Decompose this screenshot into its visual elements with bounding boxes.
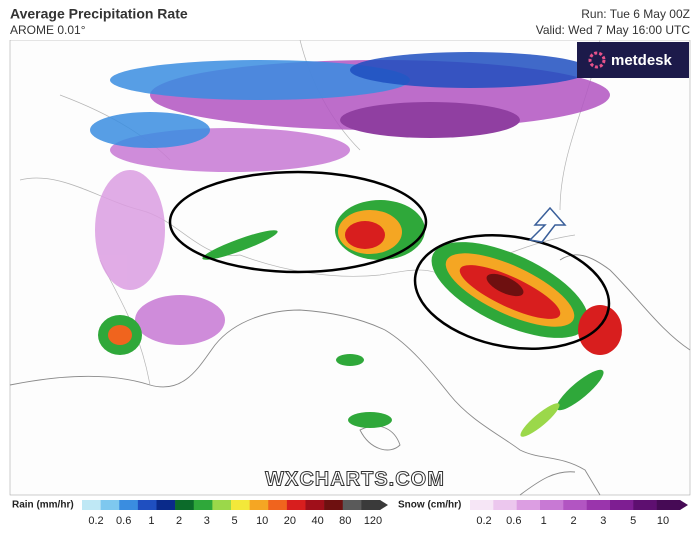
model: AROME 0.01° <box>10 23 86 37</box>
snow-color-cell <box>540 500 564 510</box>
watermark: WXCHARTS.COM <box>265 468 445 490</box>
logo-box <box>577 42 689 78</box>
rain-field <box>90 52 622 437</box>
rain-color-cell <box>342 500 362 510</box>
snow-color-cell <box>656 500 681 510</box>
snow-tick-label: 1 <box>541 515 547 527</box>
run: Run: Tue 6 May 00Z <box>581 7 690 21</box>
snow-tick-label: 0.6 <box>506 515 521 527</box>
rain-bar-arrow <box>380 500 388 510</box>
rain-tick-label: 10 <box>256 515 268 527</box>
rain-color-cell <box>231 500 250 510</box>
rain-tick-label: 0.6 <box>116 515 131 527</box>
rain-color-cell <box>100 500 120 510</box>
snow-color-cell <box>470 500 494 510</box>
highlight-ellipse <box>168 170 428 274</box>
rain-color-cell <box>175 500 195 510</box>
rain-color-cell <box>137 500 157 510</box>
snow-color-cell <box>563 500 587 510</box>
rain-tick-label: 1 <box>148 515 154 527</box>
logo: metdesk <box>611 52 673 69</box>
snow-tick-label: 3 <box>600 515 606 527</box>
rain-color-cell <box>361 500 381 510</box>
logo-icon <box>588 51 606 69</box>
arrow <box>528 206 567 243</box>
snow-bar-arrow <box>680 500 688 510</box>
rain-color-cell <box>82 500 101 510</box>
rain-color-cell <box>249 500 269 510</box>
snow-color-cell <box>516 500 541 510</box>
rain-tick-label: 2 <box>176 515 182 527</box>
snow-color-cell <box>493 500 517 510</box>
header-bar <box>0 0 700 40</box>
rain-tick-label: 20 <box>284 515 296 527</box>
map <box>9 39 691 496</box>
rain-tick-label: 40 <box>311 515 323 527</box>
snow-tick-label: 2 <box>570 515 576 527</box>
title: Average Precipitation Rate <box>10 6 188 22</box>
highlight-ellipse <box>413 233 611 351</box>
rain-color-cell <box>212 500 232 510</box>
rain-color-cell <box>119 500 139 510</box>
rain-color-cell <box>156 500 176 510</box>
snow-tick-label: 0.2 <box>476 515 491 527</box>
snow-color-cell <box>633 500 657 510</box>
snow-color-cell <box>610 500 634 510</box>
rain-tick-label: 3 <box>204 515 210 527</box>
coastline <box>9 309 601 496</box>
rain-color-cell <box>305 500 325 510</box>
coastline <box>559 254 691 351</box>
valid: Valid: Wed 7 May 16:00 UTC <box>536 23 691 37</box>
snow-tick-label: 10 <box>657 515 669 527</box>
rain-color-cell <box>286 500 306 510</box>
coastline <box>519 471 576 496</box>
rain-legend-label: Rain (mm/hr) <box>12 500 74 511</box>
snow-tick-label: 5 <box>630 515 636 527</box>
snow-color-cell <box>586 500 611 510</box>
rain-color-cell <box>268 500 288 510</box>
rain-color-cell <box>324 500 344 510</box>
rain-tick-label: 5 <box>231 515 237 527</box>
rain-tick-label: 0.2 <box>88 515 103 527</box>
rain-color-cell <box>193 500 213 510</box>
rain-tick-label: 80 <box>339 515 351 527</box>
rain-tick-label: 120 <box>364 515 382 527</box>
snow-legend-label: Snow (cm/hr) <box>398 500 461 511</box>
